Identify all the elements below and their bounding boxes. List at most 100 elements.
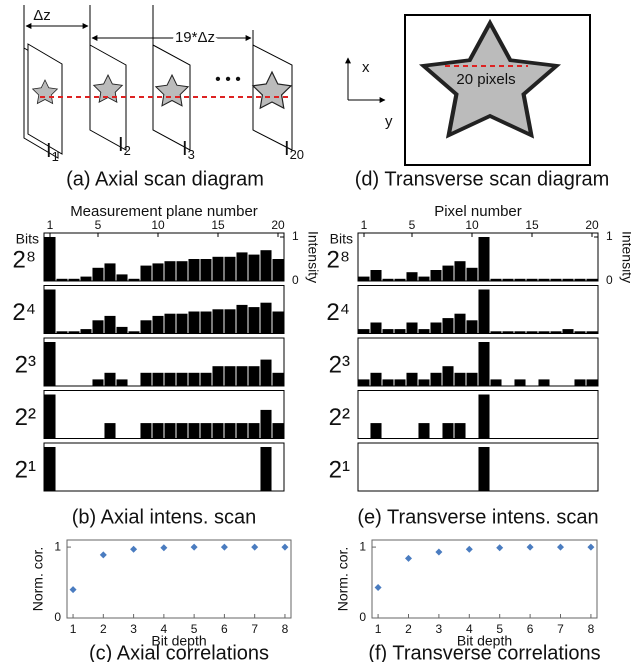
bar (152, 372, 164, 386)
bar (188, 423, 200, 439)
bar (212, 256, 224, 281)
bar (80, 329, 92, 334)
caption: (c) Axial correlations (89, 642, 269, 662)
row-frame (357, 390, 599, 439)
bar (442, 423, 454, 439)
bar (200, 259, 212, 281)
bar (466, 372, 478, 386)
bar (586, 331, 598, 334)
bar (272, 259, 284, 281)
bar (92, 379, 104, 386)
y-tick-label: 0 (606, 273, 613, 287)
bar (538, 331, 550, 334)
axis-label: x (362, 59, 370, 76)
bar (200, 423, 212, 439)
bar (514, 278, 526, 281)
caption: (b) Axial intens. scan (72, 506, 257, 528)
bar (260, 302, 272, 334)
row-frame (43, 337, 285, 387)
bar (92, 267, 104, 281)
bar (526, 278, 538, 281)
chart-title: Pixel number (434, 203, 522, 220)
axis-label: y (385, 113, 393, 130)
y-tick-label: 1 (606, 229, 613, 243)
point (404, 554, 412, 562)
x-tick-label: 5 (409, 218, 416, 232)
x-tick-label: 7 (557, 622, 564, 636)
bar (152, 423, 164, 439)
bar (140, 265, 152, 281)
row-frame (43, 285, 285, 334)
bar (176, 423, 188, 439)
bar (44, 237, 56, 281)
point (496, 544, 504, 552)
bar (176, 261, 188, 281)
bar (394, 278, 406, 281)
bar (236, 423, 248, 439)
point (99, 551, 107, 559)
bar (80, 276, 92, 281)
bar (586, 379, 598, 386)
bar (394, 379, 406, 386)
plane-label: I2 (118, 134, 131, 158)
bar (382, 379, 394, 386)
caption: (a) Axial scan diagram (66, 168, 264, 190)
bar (442, 318, 454, 334)
bar (92, 320, 104, 334)
y-tick-label: 1 (292, 229, 299, 243)
bar (140, 320, 152, 334)
point (220, 543, 228, 551)
row-frame (43, 232, 285, 282)
bar (188, 259, 200, 281)
x-tick-label: 8 (588, 622, 595, 636)
bar (430, 372, 442, 386)
bar (466, 267, 478, 281)
bar (104, 423, 116, 439)
x-tick-label: 3 (436, 622, 443, 636)
bar (272, 372, 284, 386)
span-label: 19*Δz (175, 29, 215, 46)
point (465, 545, 473, 553)
bar (382, 278, 394, 281)
row-frame (357, 337, 599, 387)
x-tick-label: 20 (271, 218, 285, 232)
point (557, 543, 565, 551)
bar (248, 254, 260, 281)
bar (574, 278, 586, 281)
bar (562, 278, 574, 281)
bar (502, 331, 514, 334)
bar (562, 329, 574, 334)
point (251, 543, 259, 551)
bar (236, 252, 248, 281)
bar (44, 394, 56, 439)
bar (370, 270, 382, 281)
intensity-label: Intensity (619, 231, 631, 283)
x-tick-label: 10 (465, 218, 479, 232)
chart-title: Measurement plane number (70, 203, 258, 220)
bar (140, 423, 152, 439)
bar (248, 423, 260, 439)
series-label: 2⁴ (326, 299, 350, 326)
bar (406, 272, 418, 281)
bar (188, 311, 200, 334)
series-label: 2³ (329, 351, 350, 378)
x-tick-label: 5 (191, 622, 198, 636)
bar (478, 289, 490, 334)
bar (200, 311, 212, 334)
bar (104, 315, 116, 334)
y-tick-label: 0 (359, 610, 366, 624)
x-tick-label: 8 (282, 622, 289, 636)
x-tick-label: 5 (496, 622, 503, 636)
x-tick-label: 1 (47, 218, 54, 232)
bar (538, 278, 550, 281)
bar (574, 331, 586, 334)
bar (56, 331, 68, 334)
bar (152, 263, 164, 281)
bar (406, 372, 418, 386)
point (587, 543, 595, 551)
x-tick-label: 3 (130, 622, 137, 636)
x-tick-label: 1 (361, 218, 368, 232)
bar (176, 313, 188, 334)
bar (272, 311, 284, 334)
